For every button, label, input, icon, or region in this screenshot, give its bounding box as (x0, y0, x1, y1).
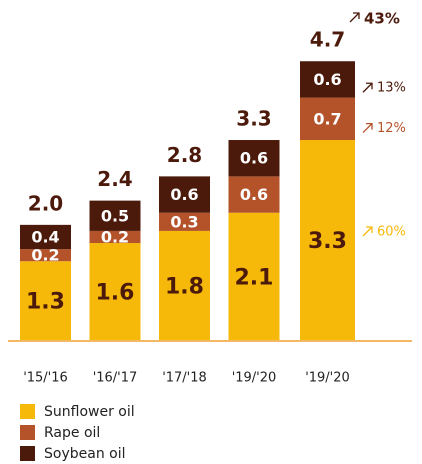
segment-label: 0.2 (101, 227, 129, 246)
segment-label: 0.3 (170, 212, 198, 231)
bar-segment (89, 230, 141, 244)
bar-segment (159, 176, 210, 213)
x-tick-label: '19/'20 (305, 371, 350, 386)
legend-swatch (20, 425, 35, 440)
growth-label: 13% (377, 81, 406, 96)
x-tick-label: '17/'18 (162, 371, 207, 386)
bar-segment (300, 97, 355, 141)
legend-label: Rape oil (44, 425, 100, 441)
segment-label: 0.6 (240, 185, 268, 204)
total-growth-arrow (349, 12, 360, 23)
segment-label: 0.5 (101, 206, 129, 225)
bar-segment (20, 249, 71, 262)
bar-segment (300, 140, 355, 340)
bar-segment (20, 224, 71, 250)
legend-swatch (20, 446, 35, 461)
x-tick-label: '16/'17 (93, 371, 138, 386)
growth-arrow (362, 82, 373, 93)
growth-arrow (362, 122, 373, 134)
bar-segment (20, 261, 71, 340)
legend-label: Sunflower oil (44, 404, 135, 420)
total-label: 2.4 (97, 167, 132, 191)
total-label: 4.7 (310, 28, 345, 52)
legend-swatch (20, 404, 35, 419)
segment-label: 1.8 (165, 274, 204, 299)
segment-label: 0.4 (31, 227, 59, 246)
bar-segment (228, 212, 280, 340)
x-tick-label: '19/'20 (232, 371, 277, 386)
bar-segment (300, 61, 355, 98)
segment-label: 0.6 (313, 70, 341, 89)
bar-segment (228, 176, 280, 213)
total-label: 2.0 (28, 191, 63, 215)
legend-label: Soybean oil (44, 446, 125, 462)
bar-segment (159, 230, 210, 340)
x-tick-label: '15/'16 (23, 371, 68, 386)
growth-arrow (362, 226, 373, 237)
growth-label: 12% (377, 121, 406, 136)
bar-segment (89, 243, 141, 340)
segment-label: 1.3 (26, 290, 65, 315)
growth-label: 60% (377, 225, 406, 240)
bar-segment (89, 200, 141, 231)
segment-label: 2.1 (235, 265, 274, 290)
total-label: 3.3 (236, 107, 271, 131)
segment-label: 0.7 (313, 109, 341, 128)
bar-segment (228, 140, 280, 177)
segment-label: 0.6 (240, 149, 268, 168)
segment-label: 0.6 (170, 185, 198, 204)
total-label: 2.8 (167, 143, 202, 167)
total-growth-label: 43% (364, 10, 400, 28)
segment-label: 1.6 (96, 281, 135, 306)
segment-label: 3.3 (308, 229, 347, 254)
segment-label: 0.2 (31, 246, 59, 265)
bar-segment (159, 212, 210, 231)
